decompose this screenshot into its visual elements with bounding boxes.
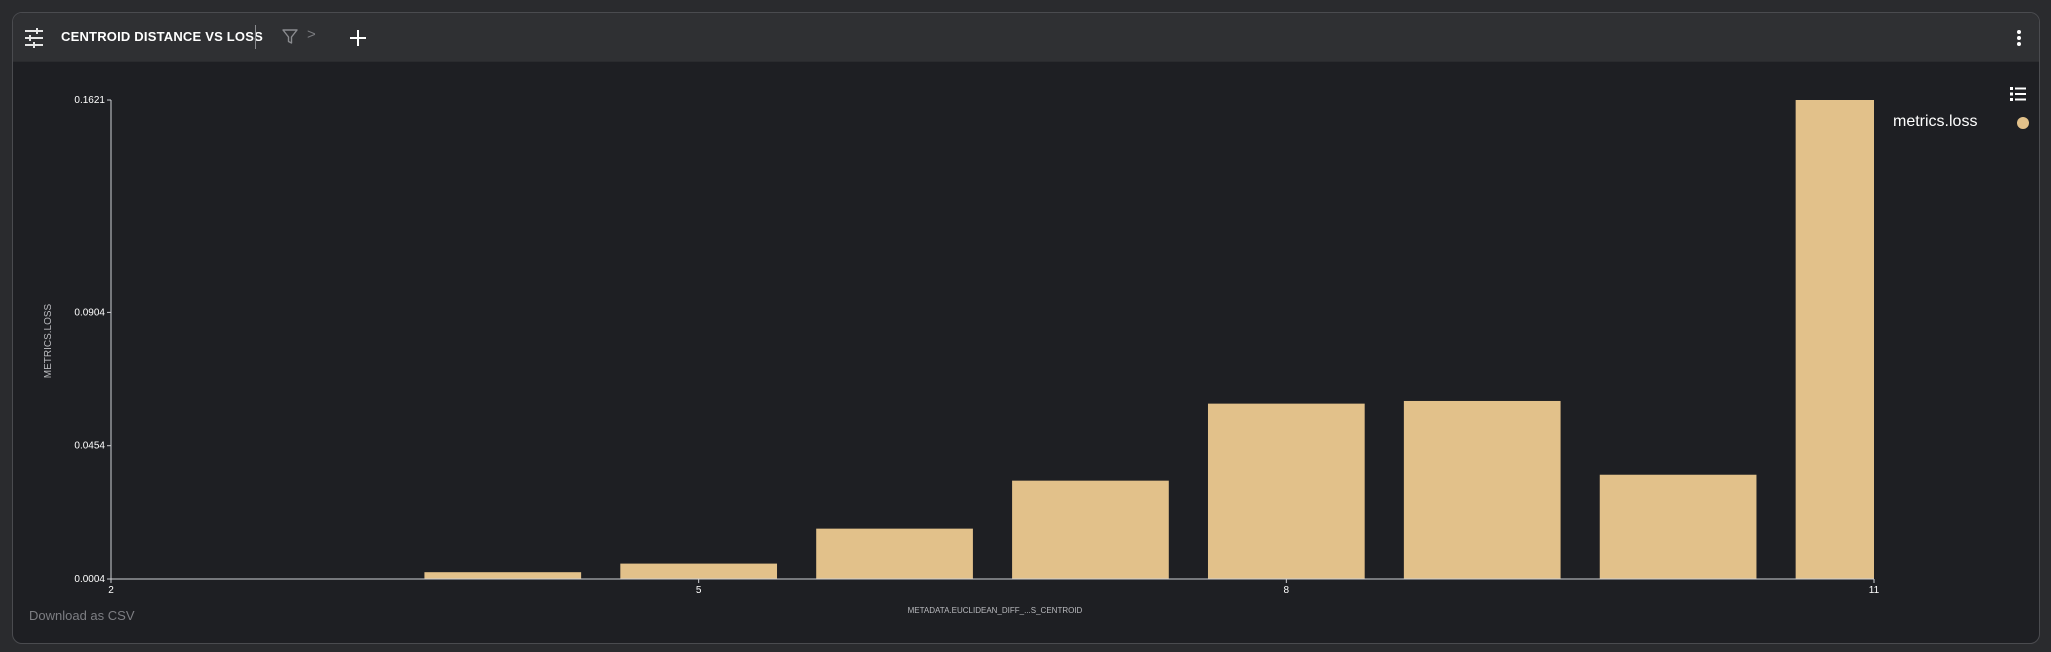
list-icon[interactable] (2009, 85, 2027, 103)
x-tick-label: 2 (108, 585, 114, 596)
axes-layer (110, 100, 1874, 580)
breadcrumb-separator: > (307, 26, 316, 43)
sliders-icon[interactable] (23, 27, 45, 49)
toolbar-divider (255, 25, 256, 49)
plus-icon[interactable] (347, 27, 369, 49)
bar-1[interactable] (424, 572, 582, 579)
x-tick-label: 8 (1284, 585, 1290, 596)
bars-layer (424, 100, 1874, 579)
bar-4[interactable] (1012, 480, 1169, 579)
bar-5[interactable] (1207, 403, 1365, 579)
panel-title: CENTROID DISTANCE VS LOSS (61, 29, 263, 44)
bar-2[interactable] (620, 563, 778, 579)
kebab-menu-icon[interactable] (2011, 27, 2027, 49)
y-tick-label: 0.0904 (74, 307, 105, 318)
legend: metrics.loss (1893, 85, 2033, 157)
x-tick-label: 11 (1869, 585, 1880, 596)
download-csv-link[interactable]: Download as CSV (29, 608, 135, 623)
y-tick-label: 0.0004 (74, 574, 105, 585)
y-axis-label: METRICS.LOSS (43, 303, 54, 378)
legend-item-label[interactable]: metrics.loss (1893, 113, 1978, 130)
x-axis-label: METADATA.EUCLIDEAN_DIFF_...S_CENTROID (908, 606, 1083, 615)
bar-chart: 0.0004 0.0454 0.0904 0.1621 2 5 8 11 METADATA.E… (43, 95, 1880, 615)
filter-icon[interactable] (281, 28, 299, 46)
legend-color-dot (2017, 117, 2029, 129)
x-tick-label: 5 (696, 585, 702, 596)
chart-panel: CENTROID DISTANCE VS LOSS > 0.0004 0.0454… (12, 12, 2040, 644)
y-tick-label: 0.0454 (74, 441, 105, 452)
panel-toolbar: CENTROID DISTANCE VS LOSS > (13, 13, 2039, 62)
bar-3[interactable] (816, 528, 973, 579)
y-tick-label: 0.1621 (74, 95, 105, 106)
ticks-layer: 0.0004 0.0454 0.0904 0.1621 2 5 8 11 (74, 95, 1879, 596)
bar-8[interactable] (1795, 100, 1874, 579)
bar-7[interactable] (1599, 474, 1757, 579)
bar-6[interactable] (1403, 400, 1561, 579)
